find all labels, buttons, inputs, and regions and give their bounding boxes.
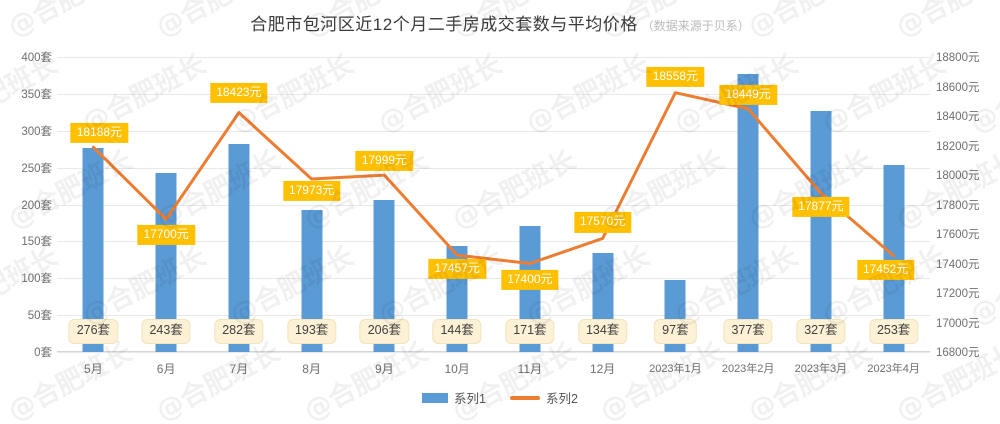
x-axis-tick-label: 2023年3月 bbox=[794, 363, 848, 375]
y-axis-right-tick: 17400元 bbox=[936, 258, 980, 271]
y-axis-right-tick: 18400元 bbox=[936, 111, 980, 123]
count-data-label: 144套 bbox=[432, 319, 482, 344]
y-axis-right-tick: 17800元 bbox=[936, 199, 980, 212]
gridline bbox=[57, 241, 930, 243]
x-axis-tick-label: 10月 bbox=[444, 362, 470, 376]
gridline bbox=[57, 315, 930, 317]
y-axis-right-tick: 17200元 bbox=[936, 288, 980, 300]
price-data-label: 17400元 bbox=[501, 269, 559, 290]
bar[interactable] bbox=[373, 200, 395, 352]
x-axis-tick-label: 2023年2月 bbox=[721, 363, 775, 375]
bar[interactable] bbox=[810, 110, 832, 352]
bar[interactable] bbox=[737, 73, 759, 352]
x-axis-tick-label: 5月 bbox=[84, 362, 103, 376]
gridline bbox=[57, 57, 930, 58]
y-axis-right-tick: 16800元 bbox=[936, 347, 980, 359]
x-axis: 5月 6月 7月 8月 9月 10月 11月 12月 2023年1月 2023年2月 2023年3月… bbox=[57, 360, 930, 380]
y-axis-left-tick: 300套 bbox=[21, 125, 52, 138]
y-axis-right-tick: 18200元 bbox=[936, 140, 980, 153]
count-data-label: 282套 bbox=[214, 319, 264, 344]
price-data-label: 17570元 bbox=[573, 212, 632, 233]
count-data-label: 97套 bbox=[654, 319, 697, 344]
y-axis-left-tick: 150套 bbox=[21, 236, 52, 249]
bar[interactable] bbox=[883, 165, 905, 352]
y-axis-right-tick: 17600元 bbox=[936, 229, 980, 241]
count-data-label: 276套 bbox=[68, 319, 119, 344]
y-axis-right-tick: 18000元 bbox=[936, 170, 980, 182]
x-axis-tick-label: 8月 bbox=[302, 362, 321, 376]
count-data-label: 193套 bbox=[286, 319, 337, 344]
y-axis-left-tick: 350套 bbox=[21, 88, 52, 101]
gridline bbox=[57, 352, 930, 353]
x-axis-tick-label: 2023年4月 bbox=[867, 363, 920, 375]
price-data-label: 18188元 bbox=[70, 123, 129, 144]
legend-line-swatch-icon bbox=[510, 395, 540, 400]
price-data-label: 17700元 bbox=[137, 225, 195, 246]
x-axis-baseline bbox=[57, 351, 930, 352]
y-axis-left-tick: 250套 bbox=[21, 162, 52, 175]
plot-area: 18188元 17700元 18423元 17973元 17999元 17457元 1740… bbox=[57, 57, 930, 353]
gridline bbox=[57, 93, 930, 95]
x-axis-tick-label: 7月 bbox=[229, 362, 249, 376]
count-data-label: 327套 bbox=[796, 319, 846, 344]
y-axis-left-tick: 0套 bbox=[34, 347, 52, 359]
legend-item[interactable]: 系列1 bbox=[422, 388, 486, 407]
bar[interactable] bbox=[155, 172, 177, 352]
chart-subtitle: （数据来源于贝系） bbox=[641, 19, 750, 33]
x-axis-tick-label: 11月 bbox=[517, 362, 543, 376]
price-data-label: 18449元 bbox=[719, 84, 777, 105]
gridline bbox=[57, 204, 930, 206]
x-axis-tick-label: 6月 bbox=[156, 362, 176, 376]
y-axis-right-tick: 18600元 bbox=[936, 81, 980, 94]
price-data-label: 17999元 bbox=[355, 151, 414, 172]
y-axis-left: 0套 50套 100套 150套 200套 250套 300套 350套 400套 bbox=[0, 52, 52, 359]
gridline bbox=[57, 278, 930, 280]
chart-legend: 系列1 系列2 bbox=[0, 388, 1000, 407]
price-data-label: 17452元 bbox=[856, 259, 915, 280]
price-data-label: 17877元 bbox=[792, 197, 850, 218]
price-data-label: 17457元 bbox=[428, 258, 486, 280]
y-axis-right-tick: 18800元 bbox=[936, 52, 980, 64]
count-data-label: 171套 bbox=[505, 319, 555, 344]
y-axis-right-tick: 17000元 bbox=[936, 317, 980, 330]
x-axis-tick-label: 9月 bbox=[375, 362, 394, 376]
count-data-label: 243套 bbox=[141, 319, 191, 344]
chart-title-row: 合肥市包河区近12个月二手房成交套数与平均价格 （数据来源于贝系） bbox=[0, 10, 1000, 35]
legend-item[interactable]: 系列2 bbox=[510, 388, 578, 407]
y-axis-left-tick: 400套 bbox=[21, 52, 52, 64]
y-axis-left-tick: 200套 bbox=[21, 199, 52, 212]
legend-bar-swatch-icon bbox=[422, 392, 449, 403]
x-axis-tick-label: 12月 bbox=[589, 362, 616, 376]
y-axis-left-tick: 50套 bbox=[27, 310, 52, 323]
count-data-label: 134套 bbox=[577, 319, 628, 344]
x-axis-tick-label: 2023年1月 bbox=[649, 363, 702, 375]
bar[interactable] bbox=[228, 144, 250, 352]
count-data-label: 253套 bbox=[868, 319, 919, 344]
y-axis-left-tick: 100套 bbox=[21, 273, 52, 286]
chart-title: 合肥市包河区近12个月二手房成交套数与平均价格 bbox=[250, 15, 638, 34]
price-data-label: 18423元 bbox=[210, 82, 268, 103]
bar[interactable] bbox=[82, 148, 104, 352]
bar[interactable] bbox=[301, 209, 323, 352]
y-axis-right: 16800元 17000元 17200元 17400元 17600元 17800元 1800… bbox=[936, 52, 1000, 359]
price-data-label: 17973元 bbox=[282, 180, 341, 202]
gridline bbox=[57, 130, 930, 132]
gridline bbox=[57, 167, 930, 169]
price-line bbox=[91, 91, 896, 265]
legend-label: 系列1 bbox=[454, 392, 486, 406]
count-data-label: 377套 bbox=[723, 319, 773, 344]
legend-label: 系列2 bbox=[546, 392, 578, 406]
price-data-label: 18558元 bbox=[646, 66, 705, 87]
count-data-label: 206套 bbox=[359, 319, 410, 344]
